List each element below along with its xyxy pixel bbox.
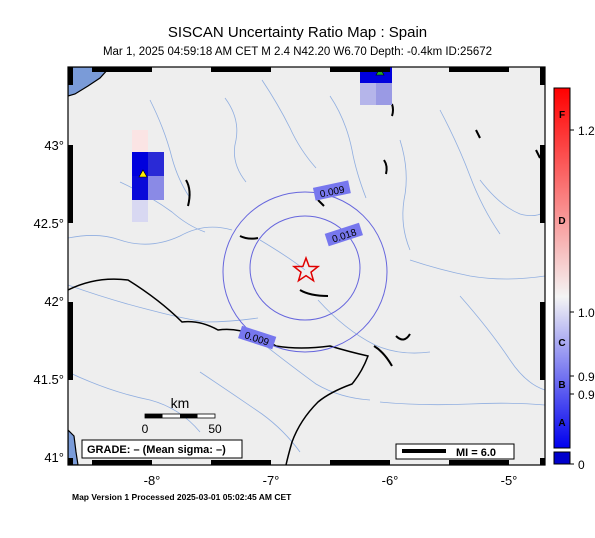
colorbar-grade-d: D [558, 216, 565, 227]
lon-label-7: -7° [263, 473, 280, 488]
lat-label-42: 42° [44, 294, 64, 309]
sea-northwest [68, 67, 111, 97]
lon-label-8: -8° [144, 473, 161, 488]
station-marker [138, 169, 148, 178]
scale-min: 0 [142, 422, 149, 436]
colorbar-grade-f: F [559, 110, 565, 121]
contour-label-outer-top: 0.009 [319, 184, 346, 200]
scale-max: 50 [208, 422, 222, 436]
colorbar-grade-c: C [558, 338, 565, 349]
map-title: SISCAN Uncertainty Ratio Map : Spain [167, 24, 428, 41]
colorbar-value-3: 0.9 [578, 370, 595, 384]
colorbar-base [553, 451, 571, 465]
colorbar-grade-a: A [558, 418, 565, 429]
border-line [68, 278, 370, 465]
lon-label-6: -6° [382, 473, 399, 488]
colorbar-value-5: 0 [578, 458, 585, 472]
lat-label-42-5: 42.5° [33, 216, 64, 231]
lon-label-5: -5° [501, 473, 518, 488]
mi-text: MI = 6.0 [456, 447, 496, 459]
grade-box [81, 439, 243, 459]
colorbar-value-2: 1.0 [578, 306, 595, 320]
colorbar-grade-b: B [558, 380, 565, 391]
frame-ticks-lon [92, 67, 509, 465]
map-area: 0.009 0.018 0.009 [68, 67, 545, 465]
colorbar-value-1: 1.2 [578, 124, 595, 138]
scale-bar: km 0 50 [142, 395, 222, 436]
footer-processed: Map Version 1 Processed 2025-03-01 05:02… [72, 492, 292, 502]
reservoirs [185, 103, 541, 367]
mi-box [395, 443, 515, 460]
colorbar: F D C B A 1.2 1.0 0.9 0.9 0 [553, 87, 595, 472]
scale-unit: km [171, 395, 190, 411]
sea-southwest [68, 429, 79, 465]
lat-label-43: 43° [44, 138, 64, 153]
lat-label-41: 41° [44, 450, 64, 465]
mi-bar [402, 449, 446, 453]
epicenter-star [291, 255, 321, 283]
lat-label-41-5: 41.5° [33, 372, 64, 387]
map-frame [67, 66, 546, 466]
grade-text: GRADE: – (Mean sigma: –) [87, 444, 226, 456]
colorbar-value-4: 0.9 [578, 388, 595, 402]
uncertainty-contours [222, 191, 388, 353]
frame-ticks-lat [68, 67, 545, 465]
contour-labels: 0.009 0.018 0.009 [238, 180, 363, 350]
event-subtitle: Mar 1, 2025 04:59:18 AM CET M 2.4 N42.20… [102, 46, 493, 58]
